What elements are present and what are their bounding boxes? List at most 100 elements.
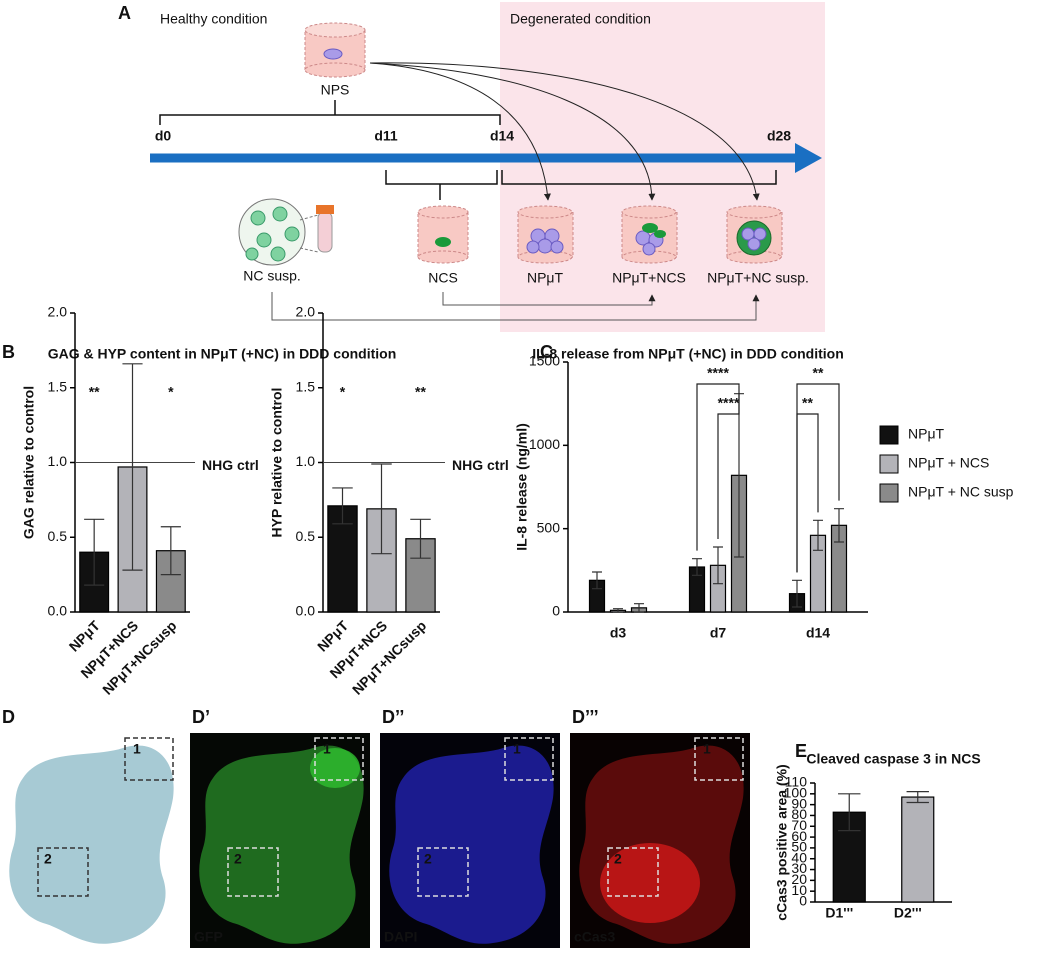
error-bar — [84, 518, 105, 553]
panel-letter: D — [2, 707, 15, 727]
significance: * — [168, 384, 174, 400]
label: NCS — [428, 270, 458, 286]
error-bar — [838, 812, 861, 832]
error-bar — [122, 466, 143, 571]
x-tick-label: D1''' — [825, 905, 853, 921]
error-bar — [813, 535, 823, 551]
panel-letter: A — [118, 3, 131, 23]
degenerated-zone — [500, 2, 825, 332]
label: NC susp. — [243, 268, 301, 284]
box-label: 1 — [133, 741, 141, 757]
bracket — [501, 170, 777, 185]
y-tick-label: 30 — [791, 860, 807, 876]
box — [504, 737, 554, 781]
reference-label: NHG ctrl — [452, 457, 509, 473]
y-tick-label: 0.5 — [48, 528, 68, 544]
label: NPμT+NCS — [612, 270, 686, 286]
panel-a: A Healthy condition Degenerated conditio… — [118, 2, 825, 332]
box-label: 2 — [234, 851, 242, 867]
stain-label: cCas3 — [574, 929, 615, 945]
y-tick-label: 70 — [791, 817, 807, 833]
error-bar — [160, 526, 181, 551]
significance-bracket — [796, 413, 819, 573]
label: Degenerated condition — [510, 11, 651, 27]
box — [37, 847, 89, 897]
box-label: 1 — [323, 741, 331, 757]
box — [694, 737, 744, 781]
error-bar — [713, 546, 723, 566]
y-tick-label: 50 — [791, 839, 807, 855]
error-bar — [792, 579, 802, 594]
y-tick-label: 20 — [791, 871, 807, 887]
significance-bracket — [696, 383, 740, 551]
label: NPμT+NC susp. — [707, 270, 809, 286]
arrow — [369, 62, 551, 201]
error-bar — [838, 793, 861, 813]
y-tick-label: 100 — [784, 785, 808, 801]
legend-swatch — [879, 454, 899, 474]
arrow — [271, 292, 760, 321]
y-tick-label: 2.0 — [48, 304, 68, 320]
panel-letter: D’’ — [382, 707, 404, 727]
legend-label: NPμT + NCS — [908, 455, 989, 471]
error-bar — [734, 475, 744, 558]
legend-swatch — [879, 483, 899, 503]
y-axis-label: cCas3 positive area (%) — [774, 764, 790, 920]
y-tick-label: 0.5 — [296, 528, 316, 544]
nc-suspension — [238, 198, 334, 266]
error-bar — [371, 463, 392, 509]
x-tick-label: d3 — [610, 625, 627, 641]
panel-letter: B — [2, 342, 15, 362]
error-bar — [906, 791, 929, 798]
y-tick-label: 500 — [537, 519, 561, 535]
bracket — [159, 100, 501, 125]
significance: * — [340, 384, 346, 400]
y-axis-label: HYP relative to control — [269, 388, 285, 538]
error-bar — [713, 565, 723, 585]
error-bar — [792, 593, 802, 608]
y-tick-label: 90 — [791, 795, 807, 811]
panel-letter: D’ — [192, 707, 210, 727]
tissue — [9, 745, 174, 944]
y-tick-label: 60 — [791, 828, 807, 844]
stain-label: GFP — [194, 929, 223, 945]
y-tick-label: 0.0 — [48, 603, 68, 619]
error-bar — [834, 525, 844, 543]
y-tick-label: 2.0 — [296, 304, 316, 320]
legend-swatch — [879, 425, 899, 445]
significance: **** — [707, 365, 729, 381]
error-bar — [692, 558, 702, 567]
error-bar — [634, 607, 644, 613]
day: d11 — [374, 128, 398, 144]
error-bar — [410, 538, 431, 559]
cell — [642, 223, 658, 233]
error-bar — [122, 363, 143, 467]
error-bar — [613, 608, 623, 611]
signal — [310, 748, 360, 788]
significance: ** — [415, 384, 426, 400]
error-bar — [613, 610, 623, 613]
panel-letter: E — [795, 741, 807, 761]
reference-label: NHG ctrl — [202, 457, 259, 473]
error-bar — [634, 603, 644, 608]
error-bar — [160, 550, 181, 576]
tissue — [389, 745, 554, 944]
y-tick-label: 40 — [791, 849, 807, 865]
y-axis-label: IL-8 release (ng/ml) — [514, 423, 530, 551]
significance: ** — [802, 395, 813, 411]
significance: ** — [813, 365, 824, 381]
arrow — [442, 292, 656, 306]
arrow — [369, 62, 656, 201]
panel-letter: D’’’ — [572, 707, 599, 727]
box-label: 2 — [614, 851, 622, 867]
label: NPμT — [527, 270, 564, 286]
stain-label: DAPI — [384, 929, 417, 945]
significance-bracket — [717, 385, 740, 539]
y-tick-label: 0 — [799, 893, 807, 909]
error-bar — [371, 508, 392, 555]
bracket — [385, 170, 498, 200]
y-tick-label: 1.0 — [296, 453, 316, 469]
x-tick-label: d14 — [806, 625, 830, 641]
legend-label: NPμT + NC susp — [908, 484, 1014, 500]
box — [314, 737, 364, 781]
